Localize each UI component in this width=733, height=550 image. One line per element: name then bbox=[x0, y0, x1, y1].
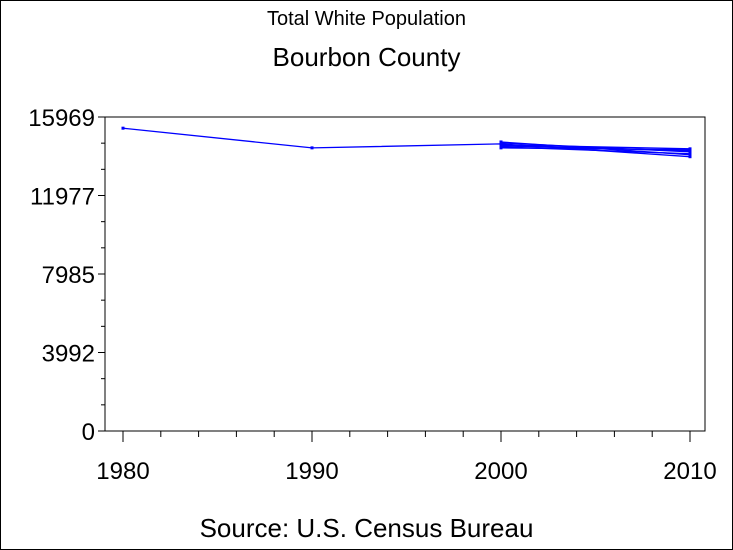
data-point bbox=[688, 153, 692, 157]
x-tick-label: 1980 bbox=[96, 458, 149, 485]
y-axis: 0 3992 7985 11977 15969 bbox=[28, 105, 105, 446]
chart-title: Total White Population bbox=[266, 8, 466, 30]
data-point bbox=[310, 146, 314, 150]
y-tick-label: 11977 bbox=[30, 183, 95, 210]
data-point bbox=[688, 150, 692, 154]
y-tick-label: 15969 bbox=[28, 105, 95, 132]
plot-area bbox=[104, 116, 706, 432]
source-footnote: Source: U.S. Census Bureau bbox=[199, 513, 534, 543]
x-tick-label: 1990 bbox=[285, 458, 338, 485]
series-layer bbox=[121, 126, 692, 159]
chart-subtitle: Bourbon County bbox=[272, 42, 461, 72]
x-tick-label: 2010 bbox=[663, 458, 716, 485]
data-point bbox=[688, 148, 692, 152]
x-tick-label: 2000 bbox=[474, 458, 527, 485]
y-tick-label: 7985 bbox=[42, 262, 95, 289]
y-tick-label: 3992 bbox=[42, 341, 95, 368]
series-line bbox=[500, 141, 691, 156]
series-line bbox=[122, 127, 691, 158]
data-point bbox=[499, 140, 503, 144]
data-point bbox=[499, 146, 503, 150]
data-point bbox=[499, 143, 503, 147]
x-axis: 1980 1990 2000 2010 bbox=[96, 431, 717, 485]
data-point bbox=[688, 155, 692, 159]
y-tick-label: 0 bbox=[82, 419, 95, 446]
data-point bbox=[121, 126, 125, 130]
